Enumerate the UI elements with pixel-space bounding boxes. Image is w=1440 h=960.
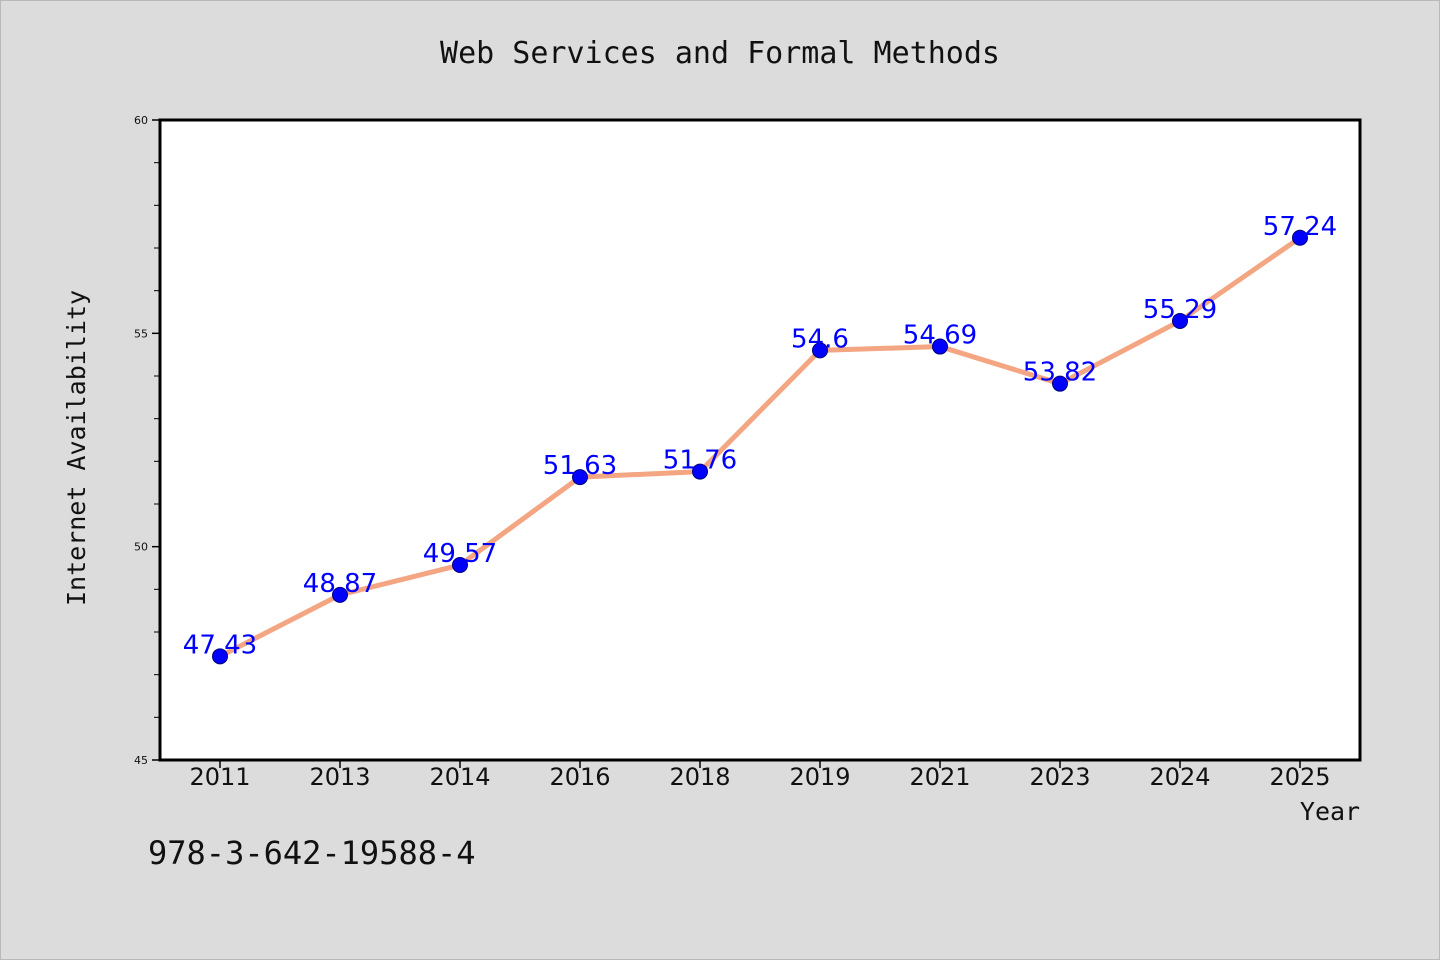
data-point bbox=[332, 586, 348, 603]
x-tick-label: 2016 bbox=[549, 763, 610, 791]
x-tick-label: 2021 bbox=[909, 763, 970, 791]
data-label: 48.87 bbox=[303, 569, 377, 599]
data-label: 55.29 bbox=[1143, 295, 1217, 325]
x-tick-label: 2023 bbox=[1029, 763, 1090, 791]
data-point bbox=[1052, 375, 1068, 392]
data-label: 54.69 bbox=[903, 321, 977, 351]
x-tick-label: 2014 bbox=[429, 763, 490, 791]
data-point bbox=[812, 342, 828, 359]
x-tick-label: 2025 bbox=[1269, 763, 1330, 791]
data-label: 49.57 bbox=[423, 539, 497, 569]
x-tick-label: 2019 bbox=[789, 763, 850, 791]
x-tick-label: 2011 bbox=[189, 763, 250, 791]
data-point bbox=[692, 463, 708, 480]
data-point bbox=[212, 648, 228, 665]
data-label: 57.24 bbox=[1263, 212, 1337, 242]
data-label: 51.76 bbox=[663, 446, 737, 476]
chart-title: Web Services and Formal Methods bbox=[440, 36, 1000, 71]
data-point bbox=[1172, 312, 1188, 329]
x-tick-label: 2013 bbox=[309, 763, 370, 791]
y-tick-label: 45 bbox=[134, 754, 148, 767]
data-point bbox=[932, 338, 948, 355]
data-point bbox=[572, 469, 588, 486]
x-tick-label: 2018 bbox=[669, 763, 730, 791]
x-tick-label: 2024 bbox=[1149, 763, 1210, 791]
y-tick-label: 50 bbox=[134, 541, 148, 554]
data-point bbox=[1292, 229, 1308, 246]
series-line bbox=[217, 235, 1303, 659]
data-point bbox=[452, 557, 468, 574]
data-labels: 47.43 48.87 49.57 51.63 51.76 54.6 54.69 53.82 5… bbox=[183, 212, 1337, 661]
y-tick-label: 55 bbox=[134, 327, 148, 340]
data-label: 51.63 bbox=[543, 451, 617, 481]
y-axis-label: Internet Availability bbox=[62, 290, 91, 606]
data-label: 54.6 bbox=[791, 324, 849, 354]
plot-frame bbox=[158, 118, 1362, 762]
data-label: 53.82 bbox=[1023, 358, 1097, 388]
data-markers bbox=[212, 229, 1308, 665]
data-label: 47.43 bbox=[183, 630, 257, 660]
isbn-annotation: 978-3-642-19588-4 bbox=[148, 834, 476, 872]
series-line-group bbox=[217, 235, 1303, 659]
x-axis-label: Year bbox=[1300, 797, 1360, 826]
x-axis-ticks: 2011 2013 2014 2016 2018 2019 2021 2023 2024 2025 bbox=[189, 760, 1331, 791]
y-tick-label: 60 bbox=[134, 114, 148, 127]
plot-area bbox=[160, 120, 1360, 760]
y-axis-ticks: 45 50 55 60 bbox=[134, 114, 160, 767]
